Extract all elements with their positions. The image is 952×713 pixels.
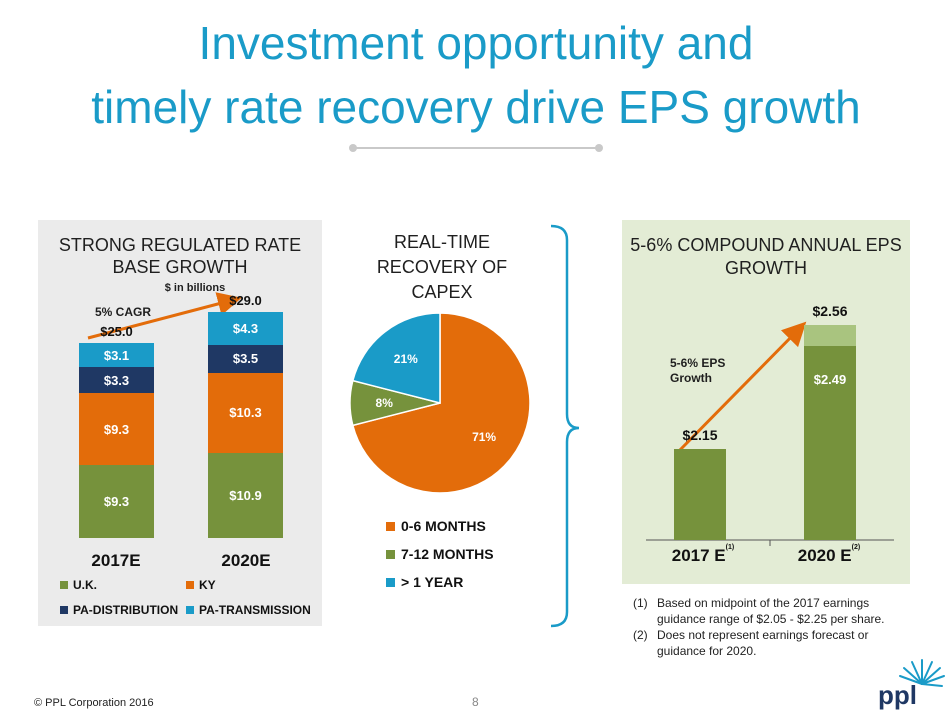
pie-legend-item-0-6: 0-6 MONTHS [386, 518, 486, 534]
rate-base-bar-pa-distribution-2017e: $3.3 [79, 367, 154, 393]
rate-base-total-2020e: $29.0 [208, 293, 283, 308]
eps-growth-panel: 5-6% COMPOUND ANNUAL EPS GROWTH 5-6% EPS… [622, 220, 910, 584]
eps-category-2017e: 2017 E(1) [658, 546, 748, 566]
rate-base-panel: STRONG REGULATED RATE BASE GROWTH $ in b… [38, 220, 322, 626]
footnote-2-text: Does not represent earnings forecast or … [633, 627, 913, 659]
legend-item-uk: U.K. [60, 578, 97, 592]
rate-base-bar-uk-2020e: $10.9 [208, 453, 283, 538]
footnote-1-text: Based on midpoint of the 2017 earnings g… [633, 595, 913, 627]
pie-label-0-6-months: 71% [472, 430, 496, 444]
pie-legend-item-1-year: > 1 YEAR [386, 574, 463, 590]
legend-item-pa-distribution: PA-DISTRIBUTION [60, 603, 178, 617]
eps-category-2017e-note: (1) [726, 544, 735, 551]
pie-title: REAL-TIME RECOVERY OF CAPEX [352, 230, 532, 305]
pie-label-over-1-year: 21% [394, 352, 418, 366]
rate-base-bar-ky-2017e: $9.3 [79, 393, 154, 466]
legend-label-pa-transmission: PA-TRANSMISSION [199, 603, 311, 617]
slide-title-line-2: timely rate recovery drive EPS growth [0, 78, 952, 136]
rate-base-bar-pa-distribution-2020e: $3.5 [208, 345, 283, 372]
title-divider-dot-right [595, 144, 603, 152]
eps-category-2020e-label: 2020 E [798, 546, 852, 565]
pie-label-7-12-months: 8% [376, 396, 394, 410]
legend-label-pa-distribution: PA-DISTRIBUTION [73, 603, 178, 617]
eps-value-2020e: $2.56 [794, 303, 866, 319]
legend-swatch-pa-distribution [60, 606, 68, 614]
title-divider-dot-left [349, 144, 357, 152]
rate-base-bar-ky-2020e: $10.3 [208, 373, 283, 453]
legend-swatch-uk [60, 581, 68, 589]
eps-category-2020e-note: (2) [852, 544, 861, 551]
eps-category-2017e-label: 2017 E [672, 546, 726, 565]
ppl-logo-text: ppl [878, 680, 917, 710]
rate-base-bar-uk-2017e: $9.3 [79, 465, 154, 538]
footnote-2-marker: (2) [633, 627, 648, 643]
eps-value-2017e: $2.15 [664, 427, 736, 443]
eps-bar-range-2020e [804, 325, 856, 346]
pie-legend-label-1-year: > 1 YEAR [401, 574, 463, 590]
legend-swatch-ky [186, 581, 194, 589]
eps-arrow [622, 220, 910, 584]
eps-category-2020e: 2020 E(2) [784, 546, 874, 566]
slide-title-line-1: Investment opportunity and [0, 14, 952, 72]
capex-recovery-pie: 71% 8% 21% [345, 308, 535, 498]
right-curly-brace [545, 224, 585, 630]
rate-base-bar-pa-transmission-2017e: $3.1 [79, 343, 154, 367]
page-number: 8 [472, 695, 479, 709]
legend-label-ky: KY [199, 578, 216, 592]
ppl-logo: ppl [872, 654, 948, 712]
rate-base-category-2020e: 2020E [206, 551, 286, 571]
rate-base-bar-pa-transmission-2020e: $4.3 [208, 312, 283, 346]
legend-label-uk: U.K. [73, 578, 97, 592]
footnote-2: (2) Does not represent earnings forecast… [633, 627, 913, 659]
legend-item-pa-transmission: PA-TRANSMISSION [186, 603, 311, 617]
rate-base-category-2017e: 2017E [76, 551, 156, 571]
pie-legend-swatch-7-12 [386, 550, 395, 559]
pie-legend-item-7-12: 7-12 MONTHS [386, 546, 494, 562]
legend-swatch-pa-transmission [186, 606, 194, 614]
pie-legend-label-0-6: 0-6 MONTHS [401, 518, 486, 534]
copyright-text: © PPL Corporation 2016 [34, 697, 154, 709]
pie-legend-swatch-1-year [386, 578, 395, 587]
footnote-1-marker: (1) [633, 595, 648, 611]
eps-bar-2020e: $2.49 [804, 346, 856, 540]
footnote-1: (1) Based on midpoint of the 2017 earnin… [633, 595, 913, 627]
eps-bar-2017e [674, 449, 726, 540]
pie-legend-swatch-0-6 [386, 522, 395, 531]
title-divider [353, 147, 599, 149]
legend-item-ky: KY [186, 578, 216, 592]
pie-legend-label-7-12: 7-12 MONTHS [401, 546, 494, 562]
rate-base-total-2017e: $25.0 [79, 324, 154, 339]
